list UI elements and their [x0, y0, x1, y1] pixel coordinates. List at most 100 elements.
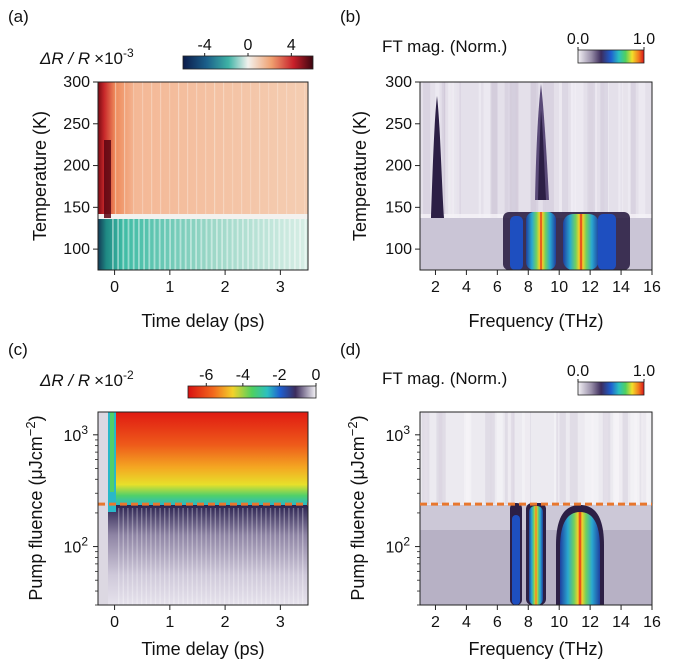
panel-d-streak — [521, 412, 531, 504]
panel-a-colorbar-tick-label: 0 — [244, 37, 253, 54]
panel-a-streak — [187, 82, 189, 214]
panel-a-oscillation-stripe — [205, 219, 208, 270]
panel-b-streak — [574, 82, 584, 218]
panel-a-streak — [205, 82, 207, 214]
panel-c-stripe — [187, 508, 189, 605]
panel-a-xtick-label: 1 — [165, 279, 174, 296]
panel-a-oscillation-stripe — [278, 219, 281, 270]
panel-c-stripe — [164, 508, 166, 605]
panel-a-oscillation-stripe — [231, 219, 234, 270]
panel-a-streak — [178, 82, 180, 214]
panel-c-stripe — [269, 508, 272, 605]
panel-d-streak — [438, 412, 446, 504]
panel-c-stripe — [283, 508, 285, 605]
panel-a-colorbar-tick-label: -4 — [198, 37, 212, 54]
panel-d-xtick-label: 4 — [462, 614, 471, 631]
panel-a-ytick-label: 150 — [63, 199, 90, 216]
panel-c-xlabel: Time delay (ps) — [141, 639, 264, 659]
panel-b-streak — [452, 82, 460, 218]
panel-d-streak — [490, 412, 495, 504]
panel-c-stripe — [302, 508, 304, 605]
panel-b-colorbar-title: FT mag. (Norm.) — [382, 37, 507, 56]
panel-c-stripe — [168, 508, 170, 605]
panel-c-stripe — [150, 508, 152, 605]
panel-b-streak — [509, 82, 519, 218]
panel-b-streak — [545, 82, 554, 218]
panel-c-stripe — [223, 508, 226, 605]
panel-b-xtick-label: 16 — [643, 279, 661, 296]
panel-a-ytick-label: 250 — [63, 116, 90, 133]
panel-d-ytick-label: 102 — [386, 535, 411, 557]
panel-d-colorbar-tick-label: 1.0 — [633, 363, 655, 380]
panel-c-stripe — [256, 508, 258, 605]
panel-a-frame — [97, 81, 309, 271]
panel-a-oscillation-stripe — [226, 219, 229, 270]
panel-a-streak — [295, 82, 297, 214]
panel-a-ytick-label: 100 — [63, 241, 90, 258]
panel-a-oscillation-stripe — [164, 219, 166, 270]
panel-d-letter: (d) — [340, 340, 361, 359]
panel-d-streak — [466, 412, 470, 504]
panel-c-colorbar-tick-label: 0 — [312, 367, 321, 384]
panel-b-streak — [600, 82, 609, 218]
panel-b-xtick-label: 12 — [581, 279, 599, 296]
panel-a-oscillation-stripe — [112, 219, 114, 270]
panel-a-oscillation-stripe — [169, 219, 171, 270]
panel-c-xtick-label: 2 — [221, 614, 230, 631]
panel-d-xtick-label: 8 — [524, 614, 533, 631]
panel-b-streak — [504, 82, 509, 218]
panel-c-stripe — [154, 508, 157, 605]
panel-c-stripe — [200, 508, 203, 605]
panel-a-oscillation-stripe — [148, 219, 151, 270]
panel-d-frame — [419, 411, 653, 606]
panel-c-ytick-label: 103 — [64, 423, 89, 445]
panel-b-streak — [478, 82, 482, 218]
panel-c-stripe — [141, 508, 143, 605]
panel-c-stripe — [122, 508, 124, 605]
panel-c-colorbar — [187, 385, 317, 399]
panel-b-streak — [445, 82, 451, 218]
panel-a-heatmap — [98, 82, 308, 270]
panel-a-oscillation-stripe — [252, 219, 255, 270]
panel-a-streak — [124, 82, 126, 214]
panel-c-stripe — [136, 508, 138, 605]
panel-d-ylabel: Pump fluence (μJcm−2) — [345, 415, 368, 600]
panel-a-oscillation-stripe — [122, 219, 125, 270]
panel-d-streak — [584, 412, 594, 504]
panel-c-stripe — [260, 508, 262, 605]
panel-a-streak — [250, 82, 252, 214]
panel-c-xtick-label: 0 — [110, 614, 119, 631]
panel-d-heatmap — [420, 412, 655, 605]
panel-a-oscillation-stripe — [257, 219, 260, 270]
panel-a-oscillation-stripe — [195, 219, 197, 270]
panel-b-ytick-label: 150 — [385, 199, 412, 216]
panel-c-stripe — [182, 508, 184, 605]
panel-a-oscillation-stripe — [247, 219, 249, 270]
panel-c-stripe — [265, 508, 267, 605]
panel-a-oscillation-stripe — [262, 219, 265, 270]
panel-d-streak — [485, 412, 492, 504]
panel-c-colorbar-tick-label: -4 — [236, 367, 250, 384]
panel-a-colorbar — [182, 55, 314, 70]
panel-d-colorbar-title: FT mag. (Norm.) — [382, 369, 507, 388]
panel-a-oscillation-stripe — [153, 219, 156, 270]
panel-c-xtick-label: 1 — [165, 614, 174, 631]
panel-c-stripe — [279, 508, 281, 605]
panel-c-stripe — [196, 508, 198, 605]
panel-b-xtick-label: 4 — [462, 279, 471, 296]
panel-a: (a) ΔR / R ×10-3 -4 0 4 0 1 2 3 100 150 200 250 300… — [8, 7, 314, 331]
panel-a-oscillation-stripe — [200, 219, 203, 270]
panel-d-streak — [612, 412, 623, 504]
panel-b-ytick-label: 250 — [385, 116, 412, 133]
panel-b-ylabel: Temperature (K) — [350, 111, 370, 241]
panel-b-colorbar-tick-label: 1.0 — [633, 31, 655, 48]
panel-a-oscillation-stripe — [143, 219, 145, 270]
panel-d-ytick-label: 103 — [386, 423, 411, 445]
panel-c-stripe — [191, 508, 193, 605]
panel-c-stripe — [131, 508, 134, 605]
panel-c-stripe — [210, 508, 212, 605]
panel-c-stripe — [237, 508, 239, 605]
panel-d-streak — [618, 412, 628, 504]
panel-a-oscillation-stripe — [158, 219, 161, 270]
